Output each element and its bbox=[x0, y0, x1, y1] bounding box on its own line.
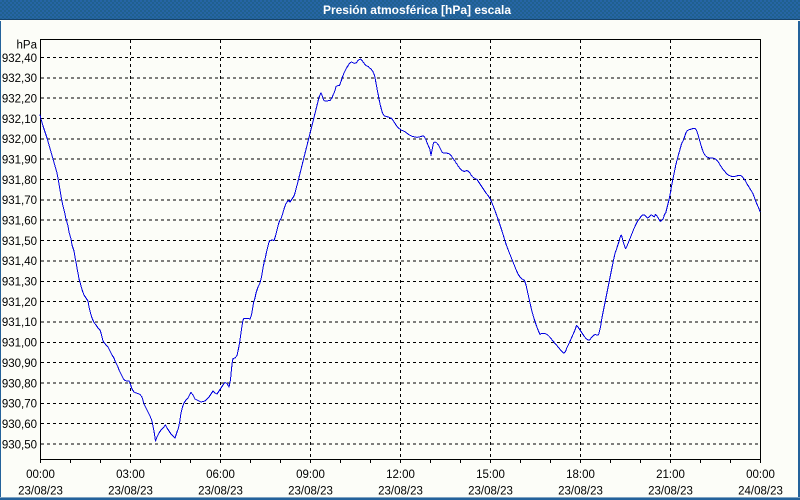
svg-text:06:00: 06:00 bbox=[206, 469, 235, 481]
svg-text:23/08/23: 23/08/23 bbox=[558, 486, 603, 498]
svg-text:23/08/23: 23/08/23 bbox=[18, 486, 63, 498]
svg-text:hPa: hPa bbox=[17, 40, 38, 52]
svg-text:23/08/23: 23/08/23 bbox=[288, 486, 333, 498]
svg-text:931,90: 931,90 bbox=[2, 155, 37, 167]
svg-text:931,20: 931,20 bbox=[2, 297, 37, 309]
svg-text:23/08/23: 23/08/23 bbox=[198, 486, 243, 498]
svg-text:03:00: 03:00 bbox=[116, 469, 145, 481]
svg-text:930,50: 930,50 bbox=[2, 439, 37, 451]
svg-text:932,10: 932,10 bbox=[2, 114, 37, 126]
svg-text:932,40: 932,40 bbox=[2, 53, 37, 65]
svg-text:931,70: 931,70 bbox=[2, 195, 37, 207]
svg-text:930,80: 930,80 bbox=[2, 378, 37, 390]
svg-text:930,60: 930,60 bbox=[2, 419, 37, 431]
svg-text:932,00: 932,00 bbox=[2, 134, 37, 146]
svg-text:23/08/23: 23/08/23 bbox=[378, 486, 423, 498]
svg-text:931,50: 931,50 bbox=[2, 236, 37, 248]
svg-text:931,40: 931,40 bbox=[2, 256, 37, 268]
svg-text:931,00: 931,00 bbox=[2, 338, 37, 350]
svg-text:09:00: 09:00 bbox=[296, 469, 325, 481]
svg-text:12:00: 12:00 bbox=[386, 469, 415, 481]
svg-text:21:00: 21:00 bbox=[656, 469, 685, 481]
svg-text:931,10: 931,10 bbox=[2, 317, 37, 329]
svg-text:15:00: 15:00 bbox=[476, 469, 505, 481]
svg-text:00:00: 00:00 bbox=[26, 469, 55, 481]
svg-text:931,60: 931,60 bbox=[2, 216, 37, 228]
svg-text:930,90: 930,90 bbox=[2, 358, 37, 370]
svg-text:931,30: 931,30 bbox=[2, 277, 37, 289]
svg-text:930,70: 930,70 bbox=[2, 399, 37, 411]
svg-text:23/08/23: 23/08/23 bbox=[468, 486, 513, 498]
svg-text:932,20: 932,20 bbox=[2, 94, 37, 106]
svg-text:23/08/23: 23/08/23 bbox=[108, 486, 153, 498]
svg-text:00:00: 00:00 bbox=[746, 469, 775, 481]
svg-text:24/08/23: 24/08/23 bbox=[738, 486, 783, 498]
svg-text:23/08/23: 23/08/23 bbox=[648, 486, 693, 498]
svg-text:932,30: 932,30 bbox=[2, 73, 37, 85]
svg-text:18:00: 18:00 bbox=[566, 469, 595, 481]
svg-text:931,80: 931,80 bbox=[2, 175, 37, 187]
